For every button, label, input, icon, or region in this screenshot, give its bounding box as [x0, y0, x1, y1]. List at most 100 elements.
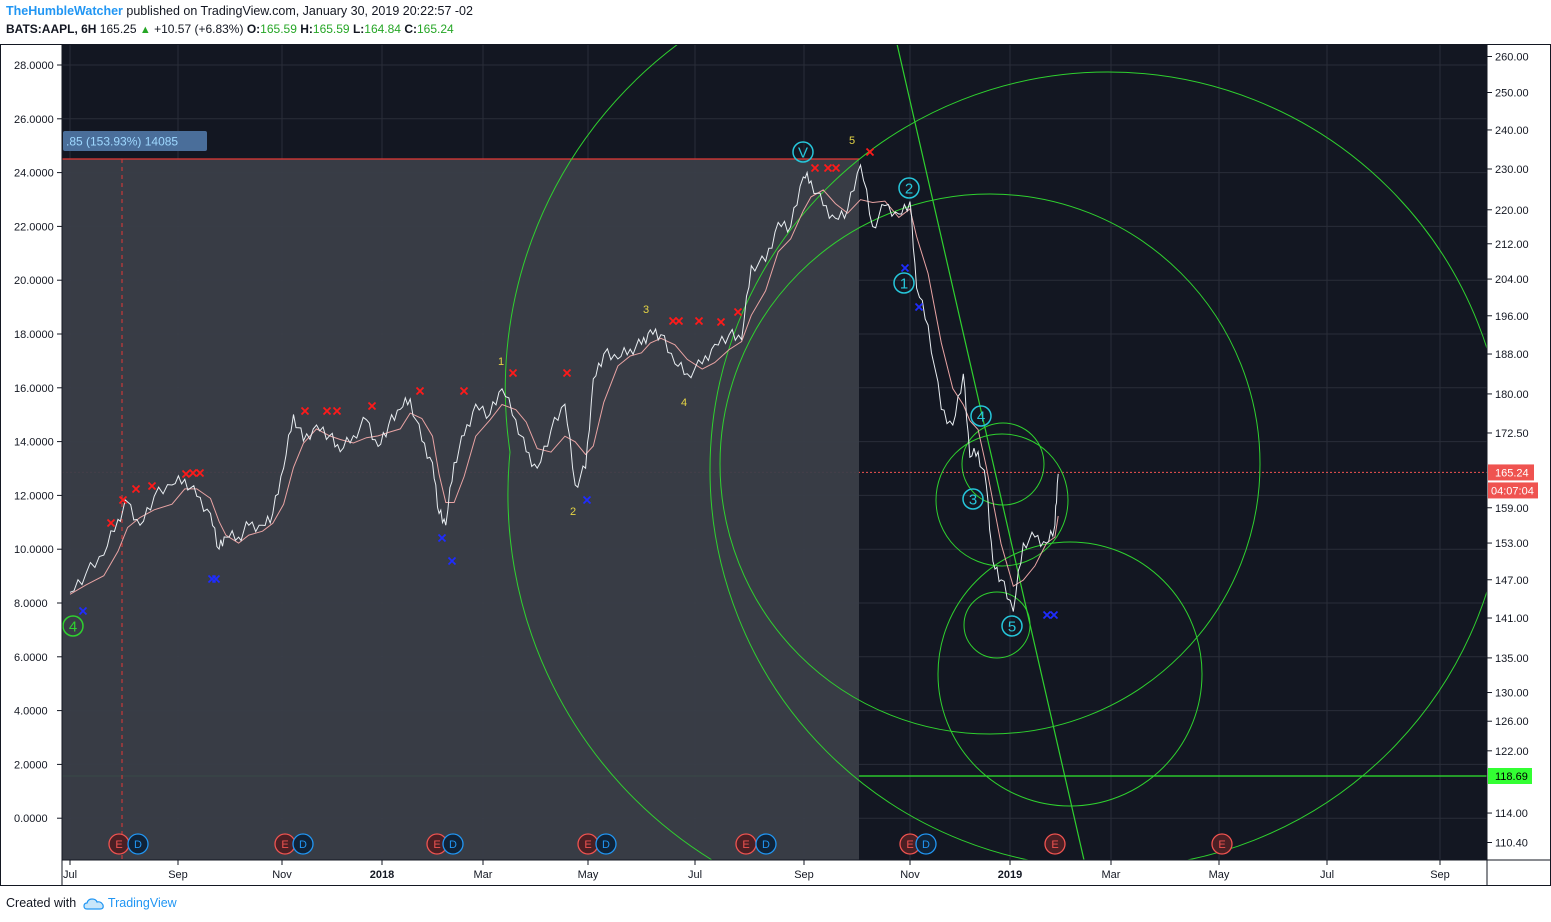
high-label: H:	[300, 22, 313, 36]
close-value: 165.24	[416, 22, 454, 36]
left-axis-label: 18.0000	[14, 329, 54, 341]
countdown-tag	[1488, 482, 1538, 499]
earnings-marker-label: E	[281, 839, 288, 851]
sell-signal-marker	[415, 386, 425, 396]
wave-label-cyan: 3	[969, 492, 977, 509]
right-axis-label: 212.00	[1495, 239, 1529, 251]
wave-label-cyan: 4	[977, 409, 985, 426]
earnings-marker-label: E	[115, 839, 122, 851]
dividend-marker-label: D	[762, 839, 770, 851]
time-axis-label: 2019	[998, 869, 1022, 881]
open-value: 165.59	[260, 22, 297, 36]
sell-signal-marker	[810, 163, 820, 173]
left-axis-label: 12.0000	[14, 490, 54, 502]
sell-signal-marker	[459, 386, 469, 396]
price-series	[69, 163, 1059, 612]
sell-signal-marker	[367, 401, 377, 411]
time-axis-label: Jul	[688, 869, 702, 881]
earnings-marker[interactable]	[1044, 833, 1066, 855]
sell-signal-marker	[300, 406, 310, 416]
earnings-marker-label: E	[433, 839, 440, 851]
right-axis-label: 230.00	[1495, 164, 1529, 176]
price-line	[69, 163, 1059, 612]
published-text: published on TradingView.com, January 30…	[126, 4, 473, 18]
left-axis-label: 8.0000	[14, 598, 48, 610]
measure-region	[62, 159, 859, 860]
sell-signal-marker	[733, 307, 743, 317]
time-axis-label: Jul	[1320, 869, 1334, 881]
dividend-marker-label: D	[449, 839, 457, 851]
symbol-line: BATS:AAPL, 6H 165.25 ▲ +10.57 (+6.83%) O…	[6, 22, 454, 36]
buy-signal-marker	[211, 574, 221, 584]
earnings-marker-label: E	[906, 839, 913, 851]
wave-label-yellow: 3	[643, 304, 649, 316]
left-axis-label: 2.0000	[14, 759, 48, 771]
author-link[interactable]: TheHumbleWatcher	[6, 4, 123, 18]
fib-circle-tiny	[935, 433, 1069, 567]
wave-circle	[970, 405, 992, 427]
dividend-marker[interactable]	[915, 833, 937, 855]
earnings-marker[interactable]	[1211, 833, 1233, 855]
wave-label-cyan: 1	[900, 276, 908, 293]
sell-signal-marker	[118, 495, 128, 505]
right-axis: 260.00 250.00 240.00 230.00 220.00 212.00 204.…	[1487, 51, 1538, 849]
time-axis-label: Sep	[168, 869, 188, 881]
fib-circle-small	[937, 541, 1203, 807]
dividend-marker[interactable]	[755, 833, 777, 855]
dividend-marker-label: D	[922, 839, 930, 851]
right-axis-label: 159.00	[1495, 503, 1529, 515]
time-axis-label: 2018	[370, 869, 394, 881]
wave-labels: V 2 1 4 3 5 4 1 2 3 4 5	[62, 135, 1023, 637]
open-label: O:	[246, 22, 261, 36]
fib-circles	[504, 44, 1487, 860]
dividend-marker[interactable]	[595, 833, 617, 855]
fib-circle-mid	[719, 193, 1261, 735]
sell-signal-marker	[195, 468, 205, 478]
time-axis-label: Nov	[900, 869, 920, 881]
close-label: C:	[404, 22, 417, 36]
right-axis-label: 250.00	[1495, 87, 1529, 99]
right-axis-label: 114.00	[1495, 808, 1528, 820]
buy-signal-marker	[1042, 610, 1052, 620]
right-axis-label: 240.00	[1495, 125, 1529, 137]
fib-trend-line	[896, 44, 1085, 860]
right-axis-label: 204.00	[1495, 274, 1529, 286]
right-axis-label: 260.00	[1495, 51, 1529, 63]
left-axis-label: 28.0000	[14, 60, 54, 72]
left-axis-label: 16.0000	[14, 383, 54, 395]
tradingview-cloud-icon	[83, 898, 104, 910]
dividend-marker[interactable]	[127, 833, 149, 855]
buy-signal-marker	[914, 302, 924, 312]
ma-series	[69, 189, 1059, 595]
earnings-marker-label: E	[1051, 839, 1058, 851]
sell-signal-marker	[562, 368, 572, 378]
time-axis-label: May	[1209, 869, 1230, 881]
buy-signal-marker	[900, 263, 910, 273]
buy-signal-marker	[447, 556, 457, 566]
current-price: 165.25	[99, 22, 137, 36]
low-value: 164.84	[364, 22, 401, 36]
time-axis-label: Sep	[1430, 869, 1450, 881]
fib-arc-left	[504, 44, 679, 453]
buy-signal-marker	[78, 606, 88, 616]
right-axis-label: 220.00	[1495, 205, 1529, 217]
right-axis-label: 130.00	[1495, 688, 1529, 700]
wave-label-cyan: V	[798, 145, 808, 162]
left-axis-panel	[0, 44, 62, 860]
sell-signal-marker	[831, 163, 841, 173]
tradingview-brand[interactable]: TradingView	[107, 896, 177, 910]
moving-average	[69, 189, 1059, 595]
wave-label-yellow: 1	[498, 356, 504, 368]
price-change: +10.57 (+6.83%)	[154, 22, 244, 36]
right-axis-label: 141.00	[1495, 613, 1529, 625]
right-axis-label: 147.00	[1495, 575, 1529, 587]
sell-signal-marker	[322, 406, 332, 416]
dividend-marker[interactable]	[292, 833, 314, 855]
right-axis-label: 122.00	[1495, 746, 1529, 758]
sell-signal-marker	[823, 163, 833, 173]
left-axis-label: 14.0000	[14, 437, 54, 449]
dividend-marker[interactable]	[442, 833, 464, 855]
dividend-marker-label: D	[299, 839, 307, 851]
